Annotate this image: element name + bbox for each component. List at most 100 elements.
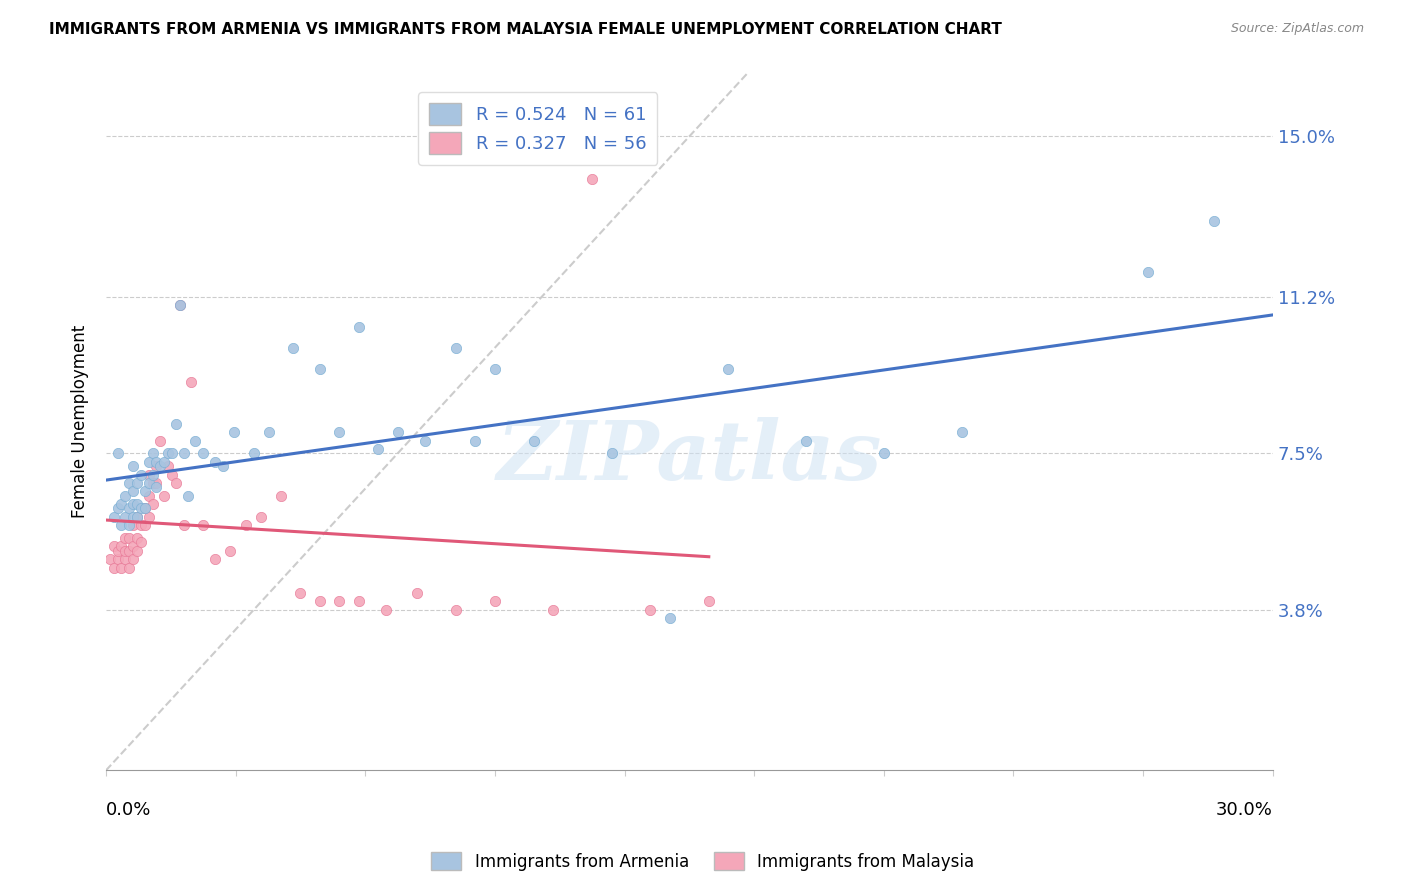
Point [165,475,187,490]
Point [242,446,264,460]
Point [259,425,281,440]
Point [149,434,172,448]
Point [523,434,546,448]
Point [191,518,214,533]
Point [122,459,145,474]
Point [173,518,195,533]
Point [328,425,350,440]
Point [107,552,129,566]
Point [110,560,132,574]
Point [224,425,246,440]
Point [98,552,121,566]
Point [367,442,389,457]
Point [444,603,467,617]
Point [134,518,156,533]
Point [118,475,141,490]
Point [794,434,817,448]
Point [107,501,129,516]
Point [107,446,129,460]
Point [658,611,681,625]
Point [375,603,398,617]
Point [1204,214,1226,228]
Point [173,446,195,460]
Point [129,467,152,482]
Point [122,540,145,554]
Point [347,594,370,608]
Point [138,467,160,482]
Point [122,497,145,511]
Point [235,518,257,533]
Point [308,594,330,608]
Point [160,467,183,482]
Point [125,475,148,490]
Point [180,375,202,389]
Point [145,455,167,469]
Point [406,586,429,600]
Point [444,341,467,355]
Point [600,446,623,460]
Point [145,475,167,490]
Point [103,560,125,574]
Point [165,417,187,431]
Point [122,509,145,524]
Point [122,518,145,533]
Point [149,459,172,474]
Point [328,594,350,608]
Point [184,434,207,448]
Point [211,459,233,474]
Point [125,543,148,558]
Point [204,552,226,566]
Point [347,319,370,334]
Point [142,475,165,490]
Point [110,518,132,533]
Point [125,531,148,545]
Text: IMMIGRANTS FROM ARMENIA VS IMMIGRANTS FROM MALAYSIA FEMALE UNEMPLOYMENT CORRELAT: IMMIGRANTS FROM ARMENIA VS IMMIGRANTS FR… [49,22,1002,37]
Legend: R = 0.524   N = 61, R = 0.327   N = 56: R = 0.524 N = 61, R = 0.327 N = 56 [418,93,657,164]
Point [169,298,191,312]
Point [122,552,145,566]
Point [138,509,160,524]
Point [114,509,136,524]
Point [484,362,506,376]
Point [281,341,304,355]
Point [103,540,125,554]
Legend: Immigrants from Armenia, Immigrants from Malaysia: Immigrants from Armenia, Immigrants from… [423,844,983,880]
Point [138,489,160,503]
Point [142,467,165,482]
Point [122,484,145,499]
Point [176,489,198,503]
Point [110,497,132,511]
Point [118,543,141,558]
Point [129,535,152,549]
Point [107,543,129,558]
Point [157,459,180,474]
Point [413,434,436,448]
Point [640,603,662,617]
Point [873,446,896,460]
Point [219,543,242,558]
Point [134,501,156,516]
Text: 0.0%: 0.0% [105,801,152,819]
Text: Source: ZipAtlas.com: Source: ZipAtlas.com [1230,22,1364,36]
Point [145,459,167,474]
Point [157,446,180,460]
Point [129,501,152,516]
Point [138,475,160,490]
Point [484,594,506,608]
Point [110,540,132,554]
Point [191,446,214,460]
Point [142,446,165,460]
Point [204,455,226,469]
Point [697,594,720,608]
Point [103,509,125,524]
Point [541,603,564,617]
Point [125,497,148,511]
Point [160,446,183,460]
Point [118,518,141,533]
Point [118,531,141,545]
Point [717,362,740,376]
Point [134,501,156,516]
Point [153,489,176,503]
Point [129,518,152,533]
Point [114,531,136,545]
